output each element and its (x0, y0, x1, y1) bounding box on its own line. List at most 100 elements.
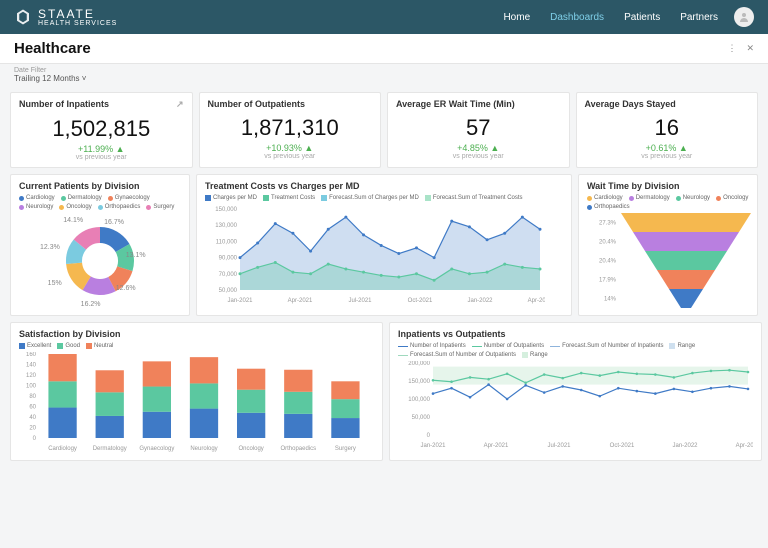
kpi-value: 1,502,815 (19, 116, 184, 142)
svg-text:20.4%: 20.4% (598, 240, 616, 246)
legend-item: Gynaecology (108, 195, 150, 201)
svg-text:150,000: 150,000 (215, 207, 237, 213)
legend-item: Forecast.Sum of Number of Outpatients (398, 352, 516, 358)
svg-text:Jan-2021: Jan-2021 (227, 298, 253, 304)
legend-item: Cardiology (19, 195, 55, 201)
svg-text:Jul-2021: Jul-2021 (547, 443, 571, 449)
filter-label: Date Filter (14, 67, 754, 74)
svg-text:Gynaecology: Gynaecology (139, 446, 174, 452)
svg-text:Oct-2021: Oct-2021 (610, 443, 635, 449)
more-icon[interactable]: ⋮ (727, 43, 736, 54)
legend-item: Oncology (59, 204, 91, 210)
filter-bar: Date Filter Trailing 12 Months ˅ (0, 64, 768, 86)
legend-item: Excellent (19, 343, 51, 349)
svg-text:Jan-2022: Jan-2022 (672, 443, 698, 449)
donut-title: Current Patients by Division (19, 181, 181, 191)
kpi-sub: vs previous year (208, 153, 373, 160)
kpi-delta: +0.61% ▲ (585, 143, 750, 153)
kpi-sub: vs previous year (19, 154, 184, 161)
svg-text:140: 140 (26, 363, 37, 369)
logo[interactable]: STAATE HEALTH SERVICES (14, 8, 117, 27)
svg-text:Surgery: Surgery (335, 446, 356, 452)
svg-text:20: 20 (29, 426, 36, 432)
satisfaction-legend: ExcellentGoodNeutral (19, 343, 374, 349)
svg-text:Oncology: Oncology (238, 446, 263, 452)
nav-home[interactable]: Home (503, 12, 530, 23)
svg-text:27.3%: 27.3% (598, 221, 616, 227)
kpi-title: Average ER Wait Time (Min) (396, 99, 561, 109)
nav-dashboards[interactable]: Dashboards (550, 12, 604, 23)
legend-item: Treatment Costs (263, 195, 315, 201)
costs-legend: Charges per MDTreatment CostsForecast.Su… (205, 195, 563, 201)
legend-item: Dermatology (629, 195, 670, 201)
satisfaction-title: Satisfaction by Division (19, 329, 374, 339)
kpi-title: Number of Inpatients↗ (19, 99, 184, 110)
kpi-value: 16 (585, 115, 750, 141)
legend-item: Neurology (19, 204, 53, 210)
svg-text:50,000: 50,000 (219, 288, 238, 294)
svg-text:130,000: 130,000 (215, 223, 237, 229)
kpi-delta: +11.99% ▲ (19, 144, 184, 154)
legend-item: Surgery (146, 204, 174, 210)
legend-item: Cardiology (587, 195, 623, 201)
svg-text:0: 0 (33, 436, 37, 442)
svg-text:100,000: 100,000 (408, 397, 430, 403)
avatar[interactable] (734, 7, 754, 27)
svg-text:Cardiology: Cardiology (48, 446, 77, 452)
legend-item: Orthopaedics (587, 204, 630, 210)
legend-item: Good (57, 343, 80, 349)
funnel-legend: Cardiology Dermatology Neurology Oncology Or… (587, 195, 749, 210)
legend-item: Forecast.Sum of Charges per MD (321, 195, 419, 201)
legend-item: Oncology (716, 195, 748, 201)
kpi-card: Number of Inpatients↗ 1,502,815 +11.99% … (10, 92, 193, 168)
legend-item: Range (522, 352, 548, 358)
expand-icon[interactable]: ↗ (176, 99, 184, 110)
satisfaction-card: Satisfaction by Division ExcellentGoodNe… (10, 322, 383, 461)
nav: Home Dashboards Patients Partners (503, 12, 718, 23)
costs-title: Treatment Costs vs Charges per MD (205, 181, 563, 191)
svg-text:100: 100 (26, 384, 37, 390)
kpi-value: 1,871,310 (208, 115, 373, 141)
filter-value[interactable]: Trailing 12 Months ˅ (14, 74, 754, 83)
svg-text:Apr-2022: Apr-2022 (528, 298, 545, 304)
nav-partners[interactable]: Partners (680, 12, 718, 23)
legend-item: Neurology (676, 195, 710, 201)
kpi-title: Average Days Stayed (585, 99, 750, 109)
kpi-card: Average Days Stayed 16 +0.61% ▲ vs previ… (576, 92, 759, 168)
brand-sub: HEALTH SERVICES (38, 20, 117, 27)
svg-text:50,000: 50,000 (412, 415, 431, 421)
funnel-chart: 27.3%20.4%20.4%17.9%14% (587, 213, 749, 308)
svg-text:Apr-2022: Apr-2022 (736, 443, 753, 449)
kpi-delta: +10.93% ▲ (208, 143, 373, 153)
donut-legend: CardiologyDermatologyGynaecologyNeurolog… (19, 195, 181, 210)
svg-text:120: 120 (26, 373, 37, 379)
inout-card: Inpatients vs Outpatients Number of Inpa… (389, 322, 762, 461)
legend-item: Number of Outpatients (472, 343, 544, 349)
costs-card: Treatment Costs vs Charges per MD Charge… (196, 174, 572, 316)
funnel-title: Wait Time by Division (587, 181, 749, 191)
satisfaction-chart: CardiologyDermatologyGynaecologyNeurolog… (19, 352, 374, 454)
svg-text:80: 80 (29, 394, 36, 400)
donut-pct: 12.3% (40, 244, 60, 251)
page-title: Healthcare (14, 40, 91, 57)
costs-chart: 50,00070,00090,000110,000130,000150,000J… (205, 204, 563, 306)
svg-text:Apr-2021: Apr-2021 (484, 443, 509, 449)
user-icon (738, 11, 750, 23)
svg-text:Jan-2022: Jan-2022 (467, 298, 493, 304)
nav-patients[interactable]: Patients (624, 12, 660, 23)
svg-text:Jan-2021: Jan-2021 (420, 443, 446, 449)
header: STAATE HEALTH SERVICES Home Dashboards P… (0, 0, 768, 34)
brand-name: STAATE (38, 8, 117, 20)
inout-chart: 050,000100,000150,000200,000Jan-2021Apr-… (398, 361, 753, 451)
svg-text:Apr-2021: Apr-2021 (288, 298, 313, 304)
legend-item: Range (669, 343, 695, 349)
kpi-sub: vs previous year (585, 153, 750, 160)
close-icon[interactable]: ✕ (746, 43, 754, 54)
svg-text:160: 160 (26, 352, 37, 358)
donut-pct: 14.1% (63, 217, 83, 224)
logo-icon (14, 8, 32, 26)
svg-text:0: 0 (427, 433, 431, 439)
svg-text:110,000: 110,000 (216, 239, 238, 245)
svg-text:60: 60 (29, 405, 36, 411)
donut-pct: 16.7% (104, 219, 124, 226)
